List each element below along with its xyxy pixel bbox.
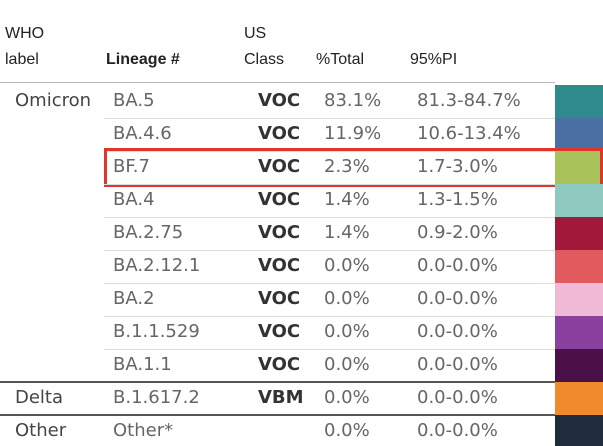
row-rule — [104, 349, 555, 350]
interval: 10.6-13.4% — [417, 123, 521, 144]
lineage: Other* — [113, 420, 174, 441]
header-rule — [0, 82, 555, 83]
lineage: B.1.617.2 — [113, 387, 200, 408]
column-header: %Total — [316, 51, 365, 68]
group-rule — [0, 414, 555, 416]
interval: 0.0-0.0% — [417, 321, 498, 342]
group-rule — [0, 381, 555, 383]
color-swatch — [555, 382, 603, 415]
group-label: Omicron — [15, 90, 92, 111]
row-rule — [104, 316, 555, 317]
interval: 1.3-1.5% — [417, 189, 498, 210]
color-swatch — [555, 283, 603, 316]
percent-total: 2.3% — [324, 156, 370, 177]
class: VOC — [258, 222, 301, 243]
color-swatch — [555, 349, 603, 382]
row-rule — [104, 250, 555, 251]
lineage: BA.2 — [113, 288, 155, 309]
percent-total: 0.0% — [324, 387, 370, 408]
class: VOC — [258, 90, 301, 111]
interval: 0.0-0.0% — [417, 255, 498, 276]
percent-total: 0.0% — [324, 354, 370, 375]
column-header: Lineage # — [106, 51, 180, 68]
column-header: US — [244, 25, 267, 42]
class: VOC — [258, 354, 301, 375]
percent-total: 0.0% — [324, 255, 370, 276]
color-swatch — [555, 118, 603, 151]
interval: 1.7-3.0% — [417, 156, 498, 177]
lineage: BF.7 — [113, 156, 150, 177]
class: VOC — [258, 156, 301, 177]
column-header: 95%PI — [410, 51, 458, 68]
color-swatch — [555, 85, 603, 118]
row-rule — [104, 151, 555, 152]
column-header: WHO — [5, 25, 45, 42]
class: VOC — [258, 255, 301, 276]
lineage: B.1.1.529 — [113, 321, 200, 342]
row-rule — [104, 217, 555, 218]
percent-total: 0.0% — [324, 321, 370, 342]
interval: 0.0-0.0% — [417, 354, 498, 375]
interval: 0.0-0.0% — [417, 387, 498, 408]
lineage: BA.2.12.1 — [113, 255, 201, 276]
class: VOC — [258, 288, 301, 309]
color-swatch — [555, 184, 603, 217]
column-header: Class — [244, 51, 285, 68]
row-rule — [104, 118, 555, 119]
lineage: BA.1.1 — [113, 354, 172, 375]
group-label: Other — [15, 420, 67, 441]
column-header: label — [5, 51, 39, 68]
percent-total: 1.4% — [324, 189, 370, 210]
percent-total: 0.0% — [324, 420, 370, 441]
row-rule — [104, 283, 555, 284]
color-swatch — [555, 151, 603, 184]
class: VOC — [258, 123, 301, 144]
percent-total: 83.1% — [324, 90, 382, 111]
color-swatch — [555, 250, 603, 283]
interval: 81.3-84.7% — [417, 90, 521, 111]
row-rule — [104, 184, 555, 185]
percent-total: 11.9% — [324, 123, 382, 144]
lineage: BA.4.6 — [113, 123, 172, 144]
lineage: BA.2.75 — [113, 222, 184, 243]
class: VBM — [258, 387, 304, 408]
color-swatch — [555, 415, 603, 446]
percent-total: 0.0% — [324, 288, 370, 309]
group-label: Delta — [15, 387, 64, 408]
lineage: BA.5 — [113, 90, 155, 111]
interval: 0.9-2.0% — [417, 222, 498, 243]
color-swatch — [555, 217, 603, 250]
color-swatch — [555, 316, 603, 349]
interval: 0.0-0.0% — [417, 420, 498, 441]
class: VOC — [258, 189, 301, 210]
lineage: BA.4 — [113, 189, 155, 210]
class: VOC — [258, 321, 301, 342]
percent-total: 1.4% — [324, 222, 370, 243]
highlight-box — [104, 148, 603, 187]
interval: 0.0-0.0% — [417, 288, 498, 309]
